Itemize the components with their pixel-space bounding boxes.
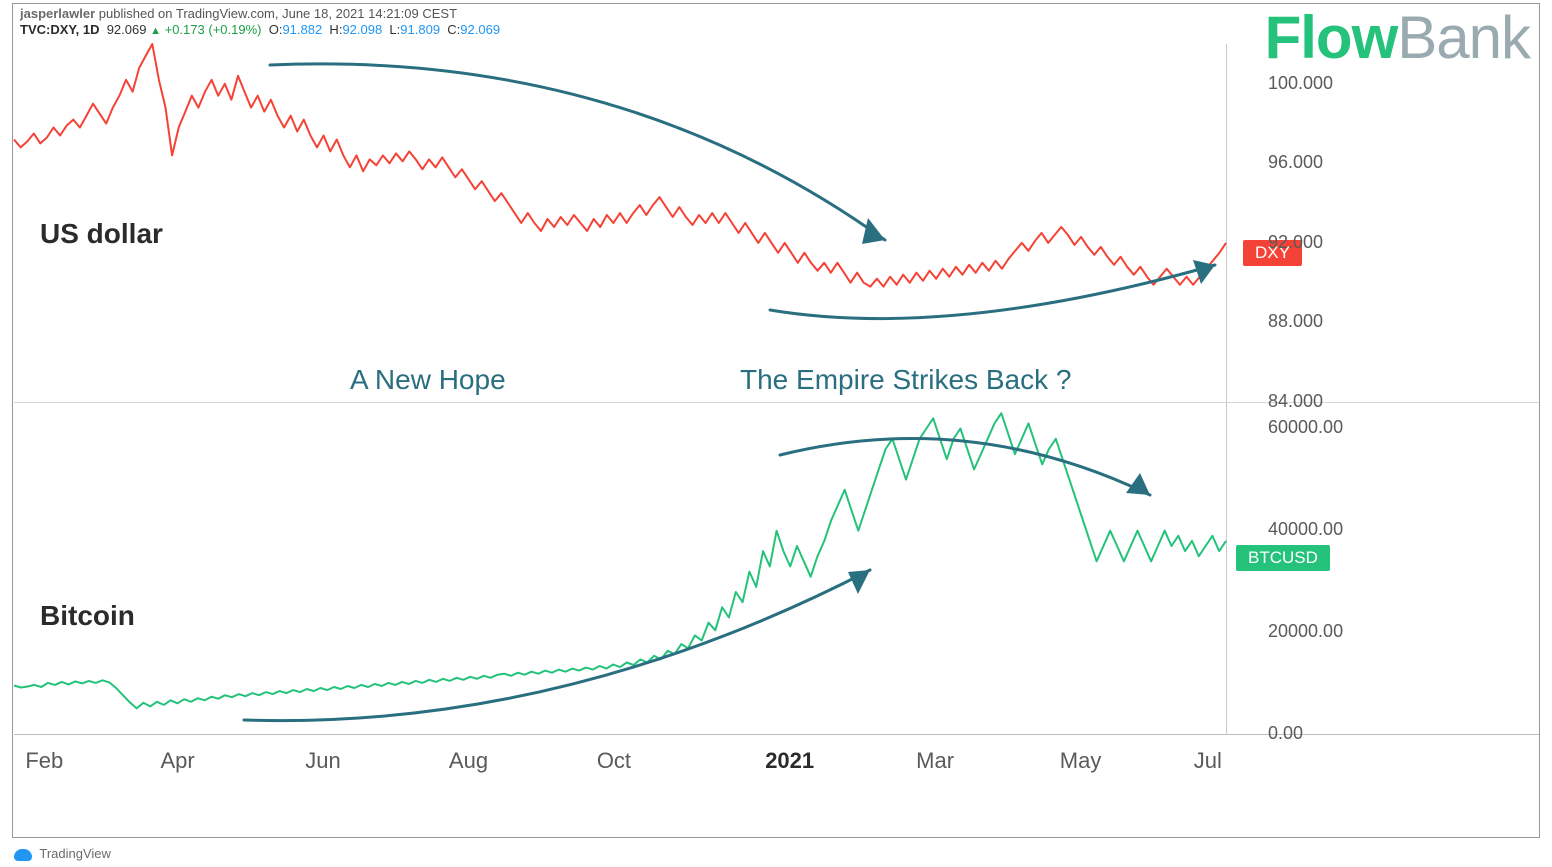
- tradingview-attribution[interactable]: TradingView: [14, 846, 111, 861]
- ohlc-c: 92.069: [460, 22, 500, 37]
- y-tick-label: 20000.00: [1268, 621, 1343, 642]
- ohlc-o: 91.882: [282, 22, 322, 37]
- ohlc-h: 92.098: [342, 22, 382, 37]
- x-tick-label: Mar: [916, 748, 954, 774]
- logo-flow: Flow: [1265, 4, 1398, 71]
- symbol: TVC:DXY, 1D: [20, 22, 99, 37]
- x-tick-label: Feb: [25, 748, 63, 774]
- btc-svg: [14, 403, 1226, 735]
- y-tick-label: 40000.00: [1268, 519, 1343, 540]
- x-tick-label: 2021: [765, 748, 814, 774]
- x-tick-label: Jul: [1194, 748, 1222, 774]
- x-tick-label: Apr: [160, 748, 194, 774]
- y-tick-label: 96.000: [1268, 152, 1323, 173]
- price-change: +0.173: [165, 22, 205, 37]
- y-tick-label: 100.000: [1268, 73, 1333, 94]
- y-tick-label: 92.000: [1268, 232, 1323, 253]
- price-change-pct: (+0.19%): [208, 22, 261, 37]
- author-name: jasperlawler: [20, 6, 95, 21]
- us-dollar-label: US dollar: [40, 218, 163, 250]
- x-tick-label: May: [1060, 748, 1102, 774]
- btc-chart-area[interactable]: [14, 402, 1227, 735]
- x-tick-label: Aug: [449, 748, 488, 774]
- publish-meta: jasperlawler published on TradingView.co…: [20, 6, 457, 21]
- publish-text: published on TradingView.com, June 18, 2…: [99, 6, 457, 21]
- y-tick-label: 0.00: [1268, 723, 1303, 744]
- y-tick-label: 60000.00: [1268, 417, 1343, 438]
- logo-bank: Bank: [1397, 4, 1530, 71]
- page-root: jasperlawler published on TradingView.co…: [0, 0, 1552, 867]
- ohlc-readout: TVC:DXY, 1D 92.069 ▲ +0.173 (+0.19%) O:9…: [20, 22, 500, 37]
- x-tick-label: Jun: [305, 748, 340, 774]
- y-tick-label: 84.000: [1268, 391, 1323, 412]
- anno-new-hope: A New Hope: [350, 364, 506, 396]
- anno-empire: The Empire Strikes Back ?: [740, 364, 1071, 396]
- x-tick-label: Oct: [597, 748, 631, 774]
- last-price: 92.069: [107, 22, 147, 37]
- cloud-icon: [14, 849, 32, 861]
- btc-badge: BTCUSD: [1236, 545, 1330, 571]
- ohlc-l: 91.809: [400, 22, 440, 37]
- up-arrow-icon: ▲: [150, 25, 161, 37]
- dxy-chart-area[interactable]: [14, 44, 1227, 402]
- dxy-svg: [14, 44, 1226, 402]
- attribution-text: TradingView: [39, 846, 111, 861]
- flowbank-logo: FlowBank: [1265, 8, 1530, 68]
- bitcoin-label: Bitcoin: [40, 600, 135, 632]
- y-tick-label: 88.000: [1268, 311, 1323, 332]
